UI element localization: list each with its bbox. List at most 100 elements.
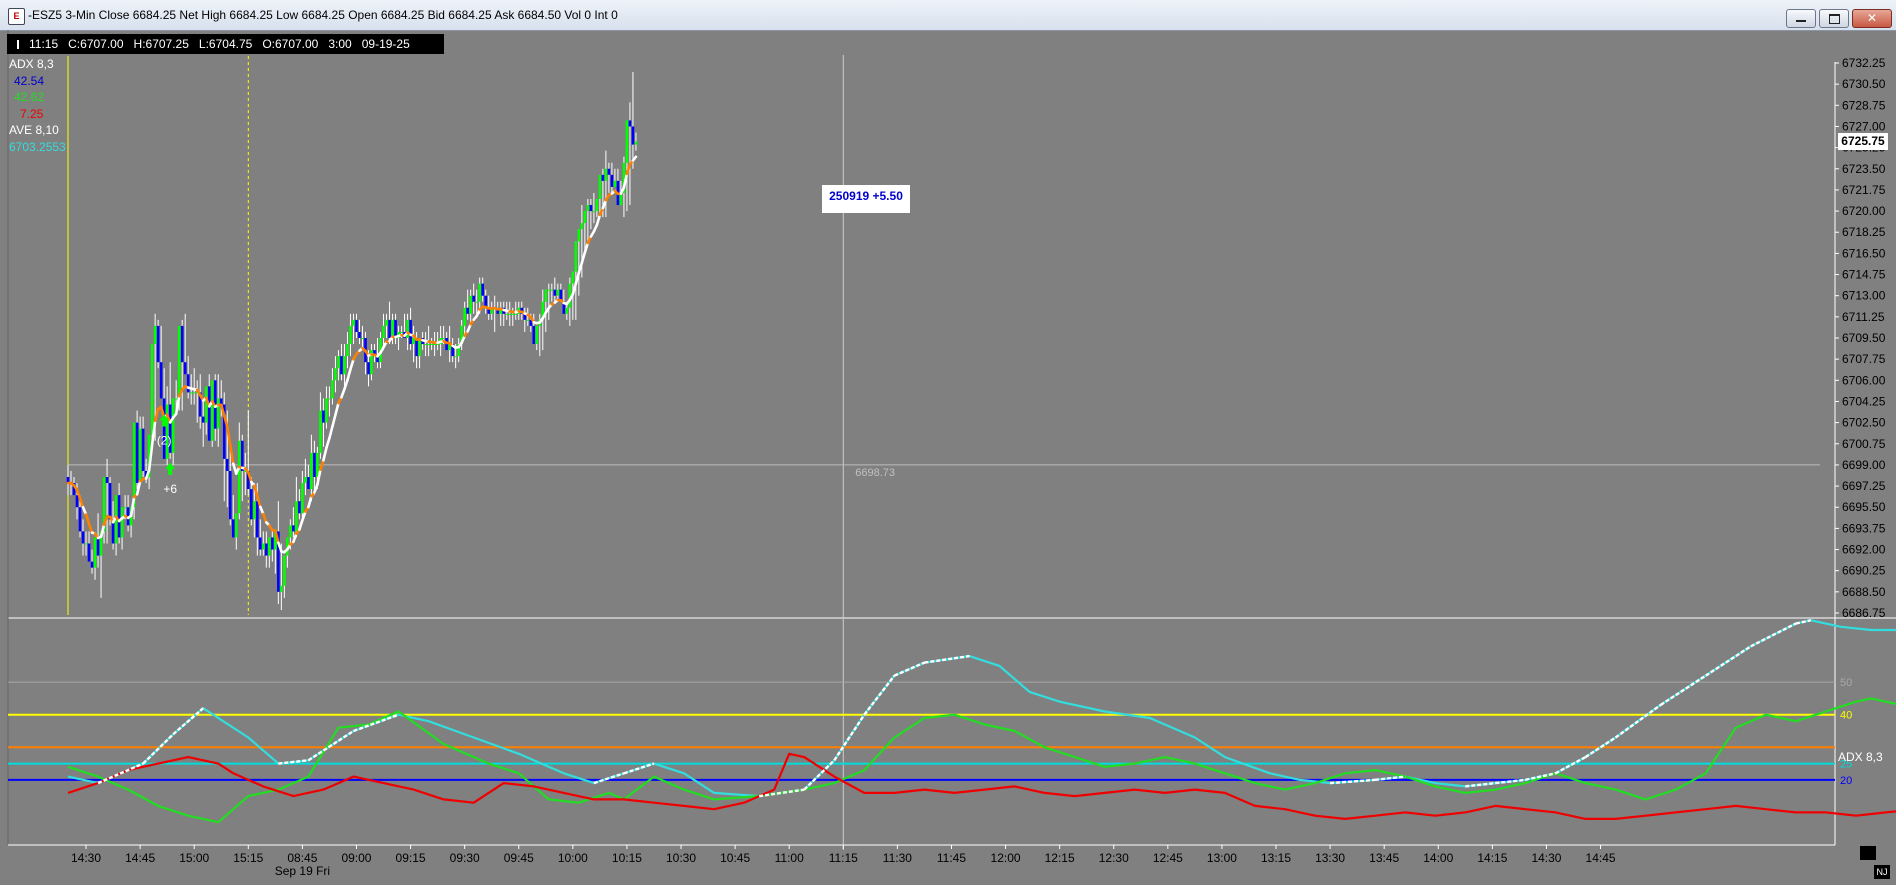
price-axis-label: 6707.75 <box>1842 352 1886 366</box>
trade-label[interactable]: 250919 +5.50 <box>822 185 910 213</box>
time-axis-label: 11:30 <box>883 851 912 865</box>
candle-up <box>544 289 548 302</box>
candle-up <box>400 331 403 333</box>
candle-up <box>571 271 575 284</box>
candle-up <box>406 319 409 338</box>
candle-up <box>189 392 193 394</box>
ave-line-segment <box>259 505 265 516</box>
candle-down <box>481 283 484 296</box>
candle-down <box>523 313 527 320</box>
ave-line-segment <box>625 163 632 176</box>
candle-down <box>117 495 121 538</box>
ave-line-segment <box>571 282 578 296</box>
adx-rising-segment <box>1465 781 1496 788</box>
candle-up <box>325 398 328 423</box>
time-axis-label: 09:30 <box>450 851 480 865</box>
candle-down <box>78 507 82 532</box>
candle-down <box>265 543 268 556</box>
candle-up <box>418 338 421 357</box>
adx-series-dmi <box>67 752 1896 820</box>
candle-up <box>448 344 451 351</box>
time-axis-label: 09:00 <box>341 851 371 865</box>
candle-down <box>562 301 566 314</box>
candle-down <box>135 422 139 484</box>
candle-up <box>280 585 283 592</box>
adx-pane-title: ADX 8,3 <box>1838 750 1883 764</box>
candle-down <box>183 362 187 375</box>
time-axis-label: 11:45 <box>937 851 966 865</box>
title-bar[interactable]: E -ESZ5 3-Min Close 6684.25 Net High 668… <box>0 0 1896 31</box>
adx-rising-segment <box>172 707 205 736</box>
ave-legend-value: 6703.2553 <box>9 139 66 154</box>
candle-up <box>430 344 433 346</box>
crosshair-price-label: 6698.73 <box>855 467 895 479</box>
ave-line-segment <box>228 443 235 466</box>
time-axis-label: 14:45 <box>125 851 155 865</box>
last-price-badge: 6725.75 <box>1838 133 1888 150</box>
time-axis-label: 10:00 <box>558 851 588 865</box>
minimize-icon <box>1796 20 1806 22</box>
candle-up <box>216 398 220 429</box>
maximize-button[interactable] <box>1819 9 1849 28</box>
ave-line-segment <box>277 541 283 553</box>
candle-up <box>334 368 337 381</box>
status-time: 11:15 <box>29 37 59 51</box>
app-icon[interactable]: E <box>8 8 25 25</box>
ave-line-segment <box>84 513 91 526</box>
price-axis-label: 6702.50 <box>1842 416 1886 430</box>
adx-legend-value: 42.54 <box>14 73 45 88</box>
candle-down <box>240 440 244 471</box>
close-button[interactable]: ✕ <box>1852 9 1892 28</box>
price-axis-label: 6693.75 <box>1842 521 1886 535</box>
candle-down <box>358 331 361 338</box>
ave-line-segment <box>622 172 629 189</box>
candle-up <box>349 325 352 345</box>
candle-down <box>201 416 205 423</box>
adx-series-dmi <box>67 697 1896 824</box>
ave-line-segment <box>319 458 325 472</box>
candle-up <box>328 398 331 400</box>
candle-up <box>613 180 617 187</box>
candle-down <box>277 531 280 592</box>
ave-line-segment <box>256 494 262 509</box>
ave-line-segment <box>583 241 590 254</box>
ave-line-segment <box>135 479 142 496</box>
adx-rising-segment <box>142 733 175 765</box>
candle-down <box>631 126 635 145</box>
adx-rising-segment <box>833 714 866 761</box>
candle-down <box>307 477 310 490</box>
dmi-minus-legend-value: 7.25 <box>20 106 44 121</box>
candle-up <box>283 555 286 586</box>
candle-down <box>487 307 490 314</box>
candle-up <box>508 313 512 315</box>
price-axis-label: 6688.50 <box>1842 585 1886 599</box>
candle-up <box>577 229 581 242</box>
candle-down <box>159 362 163 399</box>
time-axis-label: 10:30 <box>666 851 696 865</box>
chart-area[interactable]: 6698.73 6732.25 6730.50 6728.75 6727.006725.… <box>0 30 1896 885</box>
candle-down <box>168 404 172 453</box>
ave-line-segment <box>601 198 608 210</box>
ave-line-segment <box>222 414 229 429</box>
minimize-button[interactable] <box>1786 9 1816 28</box>
candle-down <box>126 507 130 526</box>
time-axis-label: 12:45 <box>1153 851 1183 865</box>
candle-up <box>592 211 596 213</box>
price-axis-label: 6728.75 <box>1842 98 1886 112</box>
time-axis-label: 11:15 <box>829 851 858 865</box>
candle-up <box>490 307 494 314</box>
candle-up <box>583 211 587 224</box>
candle-down <box>292 525 295 532</box>
candle-up <box>550 289 554 291</box>
signal-label: +6 <box>163 482 177 496</box>
candle-up <box>262 543 265 550</box>
candle-up <box>454 356 457 358</box>
candle-down <box>610 174 614 187</box>
ave-line-segment <box>340 387 346 399</box>
candle-up <box>385 319 388 326</box>
candle-down <box>529 319 533 326</box>
candle-down <box>162 398 166 459</box>
bar-info-strip: 11:15 C:6707.00 H:6707.25 L:6704.75 O:6707.0… <box>7 34 444 54</box>
scroll-corner-box[interactable] <box>1860 846 1876 860</box>
candle-up <box>478 283 481 302</box>
